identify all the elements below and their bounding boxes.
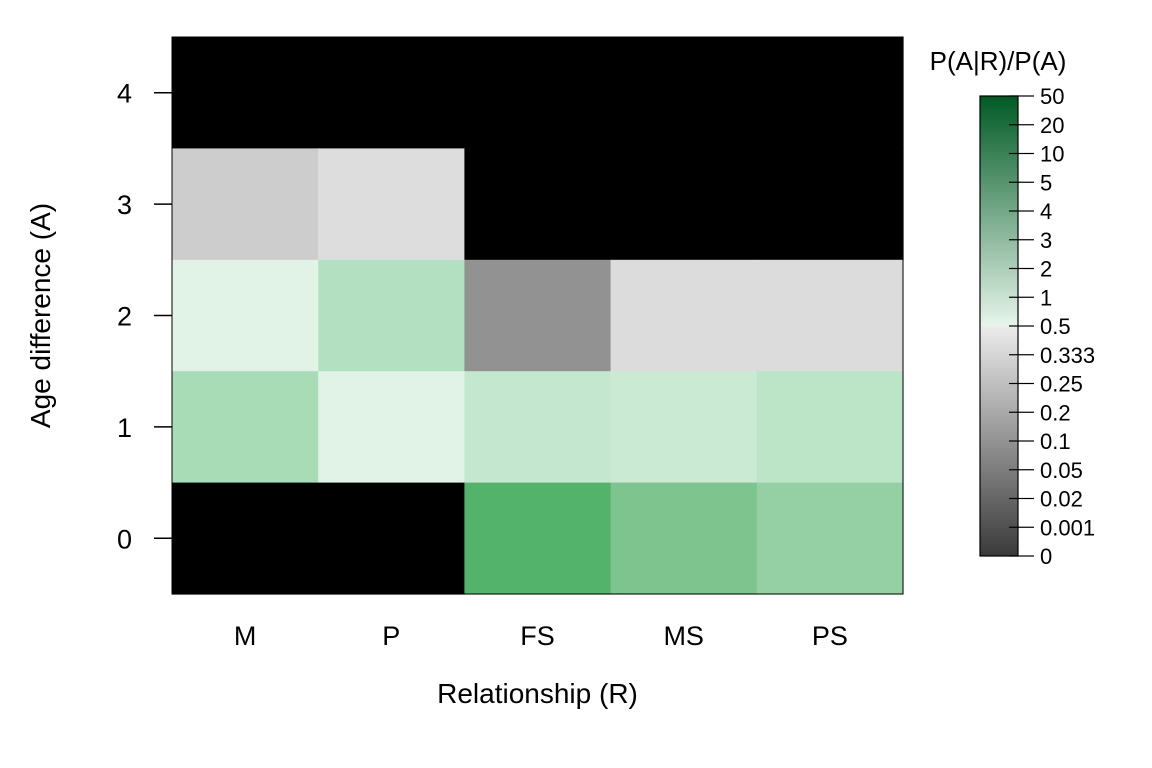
legend-label-0.5: 0.5 (1040, 314, 1071, 339)
y-tick-label-4: 4 (117, 79, 132, 109)
heatmap-cells (172, 37, 904, 595)
legend-label-2: 2 (1040, 257, 1052, 282)
heatmap-cell-M-0 (172, 482, 319, 595)
heatmap-cell-PS-2 (756, 259, 904, 372)
x-tick-label-FS: FS (520, 621, 555, 651)
y-axis-title: Age difference (A) (25, 203, 56, 428)
y-tick-label-1: 1 (117, 413, 132, 443)
legend-label-0: 0 (1040, 544, 1052, 569)
x-tick-label-M: M (234, 621, 257, 651)
x-axis-title: Relationship (R) (437, 678, 638, 709)
heatmap-cell-PS-1 (756, 371, 904, 484)
legend-label-0.333: 0.333 (1040, 343, 1095, 368)
heatmap-cell-FS-0 (464, 482, 612, 595)
heatmap-cell-MS-1 (610, 371, 758, 484)
legend-label-10: 10 (1040, 142, 1064, 167)
heatmap-cell-FS-2 (464, 259, 612, 372)
heatmap-cell-PS-0 (756, 482, 904, 595)
heatmap-cell-M-3 (172, 148, 319, 261)
y-axis: 0 1 2 3 4 (117, 79, 172, 554)
legend-label-50: 50 (1040, 84, 1064, 109)
heatmap-cell-PS-3 (756, 148, 904, 261)
heatmap-cell-M-2 (172, 259, 319, 372)
heatmap-cell-M-4 (172, 37, 319, 149)
legend-label-3: 3 (1040, 228, 1052, 253)
heatmap-cell-P-0 (318, 482, 465, 595)
legend-label-0.1: 0.1 (1040, 429, 1071, 454)
legend-label-0.02: 0.02 (1040, 487, 1083, 512)
x-tick-label-PS: PS (812, 621, 848, 651)
heatmap-cell-PS-4 (756, 37, 904, 149)
heatmap-cell-FS-3 (464, 148, 612, 261)
heatmap-cell-M-1 (172, 371, 319, 484)
color-legend: 0 0.001 0.02 0.05 0.1 0.2 0.25 0.333 0.5 1 2 3 4 5 10 2… (979, 84, 1095, 569)
legend-label-0.05: 0.05 (1040, 458, 1083, 483)
heatmap-cell-MS-2 (610, 259, 758, 372)
legend-title: P(A|R)/P(A) (930, 46, 1067, 76)
legend-label-0.001: 0.001 (1040, 515, 1095, 540)
x-axis: M P FS MS PS (234, 621, 848, 651)
legend-label-4: 4 (1040, 199, 1052, 224)
x-tick-label-P: P (382, 621, 400, 651)
legend-label-0.25: 0.25 (1040, 372, 1083, 397)
heatmap-cell-FS-1 (464, 371, 612, 484)
heatmap-cell-P-1 (318, 371, 465, 484)
legend-label-20: 20 (1040, 113, 1064, 138)
heatmap-cell-MS-4 (610, 37, 758, 149)
legend-label-1: 1 (1040, 285, 1052, 310)
y-tick-label-0: 0 (117, 524, 132, 554)
heatmap-cell-P-4 (318, 37, 465, 149)
heatmap-cell-P-2 (318, 259, 465, 372)
legend-label-5: 5 (1040, 170, 1052, 195)
heatmap-cell-MS-0 (610, 482, 758, 595)
heatmap-cell-MS-3 (610, 148, 758, 261)
x-tick-label-MS: MS (663, 621, 704, 651)
legend-label-0.2: 0.2 (1040, 400, 1071, 425)
heatmap-cell-FS-4 (464, 37, 612, 149)
heatmap-cell-P-3 (318, 148, 465, 261)
y-tick-label-2: 2 (117, 302, 132, 332)
y-tick-label-3: 3 (117, 190, 132, 220)
